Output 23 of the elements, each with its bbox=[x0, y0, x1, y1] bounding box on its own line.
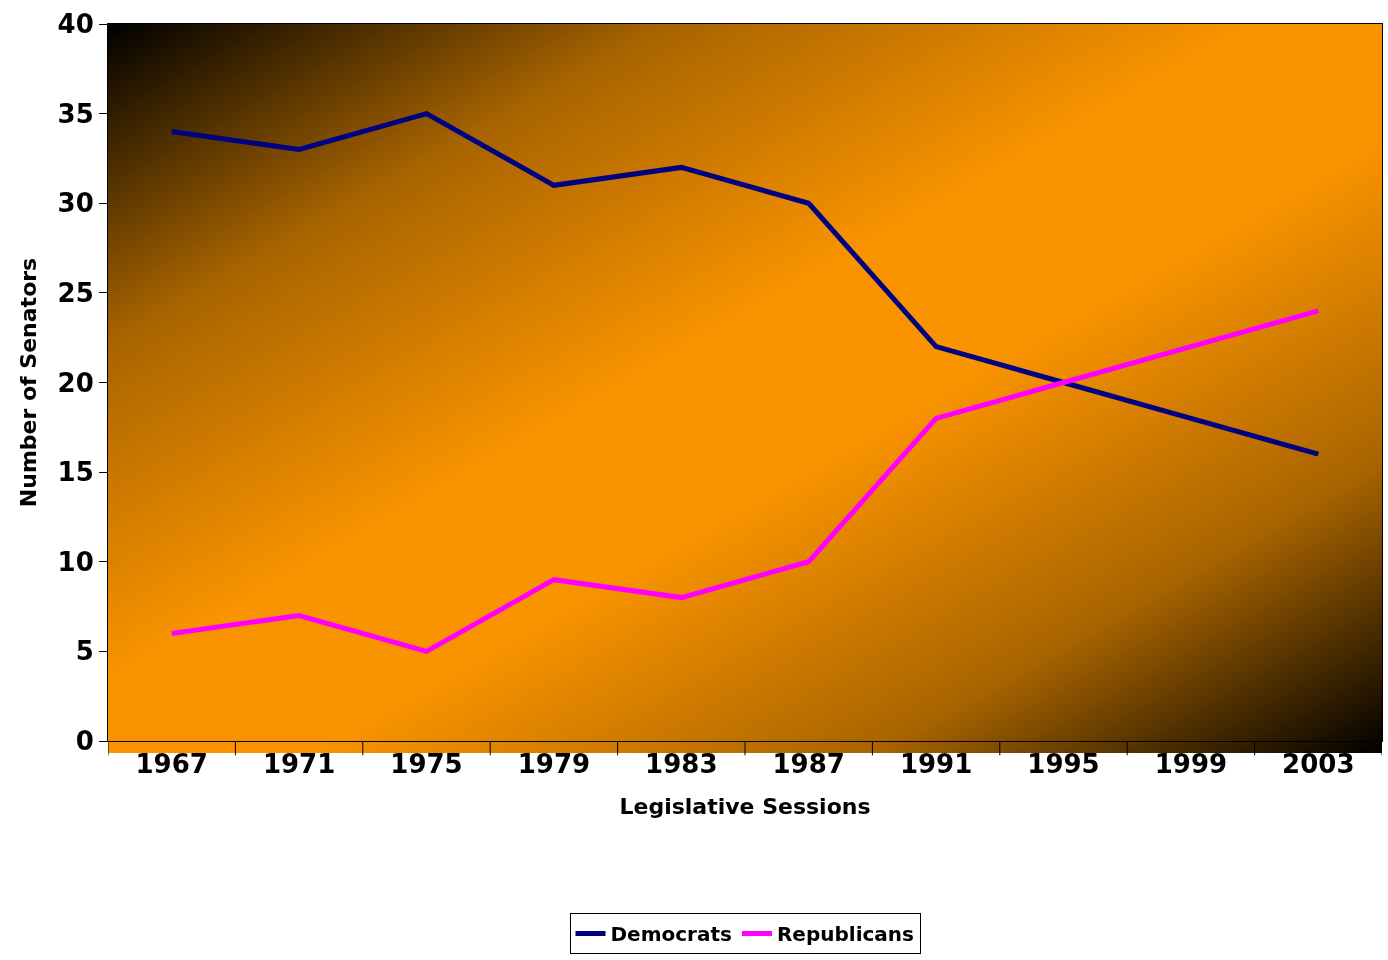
legend-label: Democrats bbox=[610, 922, 732, 947]
y-tick-label: 35 bbox=[57, 98, 94, 129]
x-tick-label: 1991 bbox=[899, 749, 973, 780]
x-tick-label: 1999 bbox=[1154, 749, 1228, 780]
x-tick-label: 1967 bbox=[135, 749, 208, 780]
y-tick-label: 40 bbox=[57, 9, 94, 40]
x-tick-label: 1995 bbox=[1027, 749, 1100, 780]
y-tick-label: 25 bbox=[57, 277, 94, 308]
y-tick-label: 10 bbox=[57, 546, 94, 577]
x-tick-label: 1975 bbox=[390, 749, 463, 780]
y-tick-label: 5 bbox=[75, 636, 94, 667]
y-tick-label: 20 bbox=[57, 367, 94, 398]
y-tick-label: 0 bbox=[75, 726, 94, 757]
x-tick-label: 1971 bbox=[262, 749, 336, 780]
y-tick-label: 15 bbox=[57, 457, 94, 488]
x-tick-label: 1987 bbox=[772, 749, 845, 780]
x-tick-label: 1983 bbox=[645, 749, 718, 780]
y-tick-label: 30 bbox=[57, 188, 94, 219]
x-axis-title: Legislative Sessions bbox=[619, 794, 871, 820]
x-tick-label: 2003 bbox=[1282, 749, 1355, 780]
legend-label: Republicans bbox=[776, 922, 914, 947]
x-tick-label: 1979 bbox=[517, 749, 591, 780]
y-axis-title: Number of Senators bbox=[16, 257, 42, 508]
